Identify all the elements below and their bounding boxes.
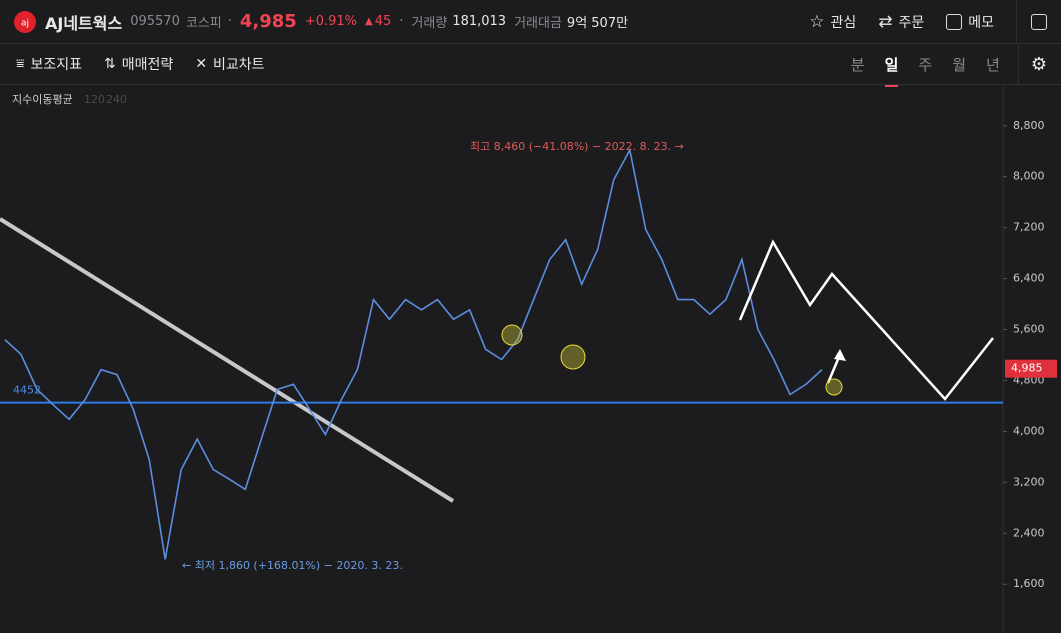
y-tick-label: 4,000 [1013,424,1045,437]
tool[interactable]: 보조지표 [30,57,83,73]
order-button[interactable]: ⇄ 주문 [878,11,925,32]
watch-button[interactable]: ☆ 관심 [809,11,857,32]
min-annotation: ← 최저 1,860 (+168.01%) − 2020. 3. 23. [182,559,403,572]
projection-drawing [738,239,994,401]
y-tick-label: 3,200 [1013,475,1045,488]
legend-title: 지수이동평균 [12,93,73,106]
panel-toggle[interactable] [1031,13,1047,30]
period[interactable]: 분 [850,55,865,74]
volume: 181,013 [452,14,507,29]
y-tick-label: 2,400 [1013,526,1045,539]
market: 코스피 [185,16,222,31]
price: 4,985 [239,11,297,32]
stock-name: AJ네트웍스 [45,13,123,33]
arrow-drawing [826,356,841,384]
highlight-circle [825,378,843,396]
tool[interactable]: 매매전략 [121,57,174,73]
change-pct: +0.91% [304,14,358,29]
legend-value: 120 [84,93,105,106]
svg-text:aj: aj [21,18,29,28]
tool[interactable]: 비교차트 [213,57,265,73]
y-tick-label: 8,000 [1013,170,1045,183]
toolbar: ⩸ 보조지표 ⇅ 매매전략 ✕ 비교차트 분 일 주 월 년 ⚙ [0,44,1061,87]
period[interactable]: 주 [918,55,933,74]
header: aj AJ네트웍스 095570 코스피 · 4,985 +0.91% ▲ 45 … [0,0,1061,44]
legend-value: 240 [106,93,127,106]
period[interactable]: 월 [952,55,967,74]
volume-label: 거래량 [411,16,448,31]
price-line [4,147,823,560]
memo-label[interactable]: 메모 [968,14,994,31]
change: 45 [374,14,392,29]
chart: 지수이동평균 120 240 4452 최고 8,460 (−41.08%) −… [0,85,1057,633]
highlight-circle [501,324,523,346]
memo-button[interactable]: 메모 [946,12,994,32]
y-tick-label: 1,600 [1013,577,1045,590]
horizontal-line-label: 4452 [13,384,41,397]
last-price-box [1005,359,1057,378]
arrow-head [834,349,846,361]
amount: 9억 507만 [566,16,629,31]
stock-code: 095570 [130,14,180,29]
last-price-label: 4,985 [1011,362,1043,375]
y-tick-label: 6,400 [1013,272,1045,285]
settings[interactable]: ⚙ [1030,53,1047,75]
y-tick-label: 5,600 [1013,323,1045,336]
period[interactable]: 년 [986,55,1000,74]
max-annotation: 최고 8,460 (−41.08%) − 2022. 8. 23. → [470,140,684,153]
order-label[interactable]: 주문 [898,14,925,31]
y-tick-label: 8,800 [1013,119,1045,132]
y-tick-label: 7,200 [1013,221,1045,234]
amount-label: 거래대금 [514,16,562,31]
highlight-circle [560,344,586,370]
period[interactable]: 일 [884,55,899,87]
logo: aj [14,10,36,33]
trend-line-drawing [0,217,455,503]
watch-label[interactable]: 관심 [830,14,857,31]
